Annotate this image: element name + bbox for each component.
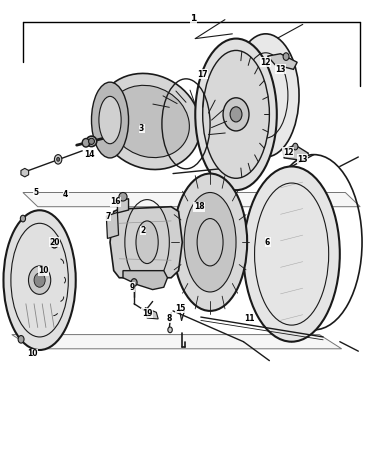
Text: 15: 15 [175,304,186,313]
Text: 6: 6 [265,238,270,247]
Circle shape [54,155,62,164]
Ellipse shape [243,166,340,342]
Ellipse shape [3,210,76,350]
Text: 10: 10 [27,349,38,358]
Text: 7: 7 [106,212,111,221]
Ellipse shape [99,96,121,144]
Polygon shape [21,168,29,177]
Text: 4: 4 [63,190,68,200]
Circle shape [131,279,137,286]
Polygon shape [145,308,158,319]
Text: 11: 11 [244,314,254,323]
Text: 12: 12 [283,148,293,157]
Ellipse shape [92,82,129,158]
Text: 1: 1 [190,14,196,23]
Circle shape [168,327,172,332]
Polygon shape [267,54,297,69]
Polygon shape [106,212,119,238]
Circle shape [18,335,24,343]
Polygon shape [282,145,308,161]
Text: 20: 20 [49,238,60,247]
Ellipse shape [136,221,158,264]
Ellipse shape [82,139,90,147]
Text: 18: 18 [194,202,204,211]
Circle shape [57,157,60,161]
Text: 19: 19 [142,309,153,318]
Text: 17: 17 [198,70,208,78]
Circle shape [29,266,51,294]
Text: 10: 10 [38,266,49,275]
Text: 9: 9 [129,283,135,292]
Ellipse shape [97,74,201,170]
Text: 13: 13 [275,65,286,74]
Ellipse shape [184,192,236,292]
Circle shape [52,241,56,246]
Polygon shape [23,192,360,207]
Text: 2: 2 [141,226,146,235]
Circle shape [34,273,45,287]
Ellipse shape [119,192,127,201]
Text: 14: 14 [84,150,95,159]
Text: 3: 3 [139,124,144,133]
Ellipse shape [86,136,97,147]
Text: 5: 5 [33,188,38,197]
Ellipse shape [195,38,277,190]
Circle shape [20,215,26,222]
Polygon shape [110,207,182,278]
Text: 12: 12 [260,58,271,67]
Circle shape [230,107,242,122]
Circle shape [293,143,298,150]
Ellipse shape [197,218,223,266]
Ellipse shape [203,50,269,178]
Circle shape [283,53,289,60]
Ellipse shape [173,173,247,311]
Ellipse shape [89,138,94,144]
Polygon shape [12,334,341,349]
Ellipse shape [109,86,189,158]
Text: 13: 13 [298,155,308,164]
Polygon shape [123,271,167,290]
Polygon shape [118,199,129,213]
Circle shape [223,98,249,131]
Text: 16: 16 [110,198,121,207]
Ellipse shape [232,34,299,157]
Text: 8: 8 [167,314,172,323]
